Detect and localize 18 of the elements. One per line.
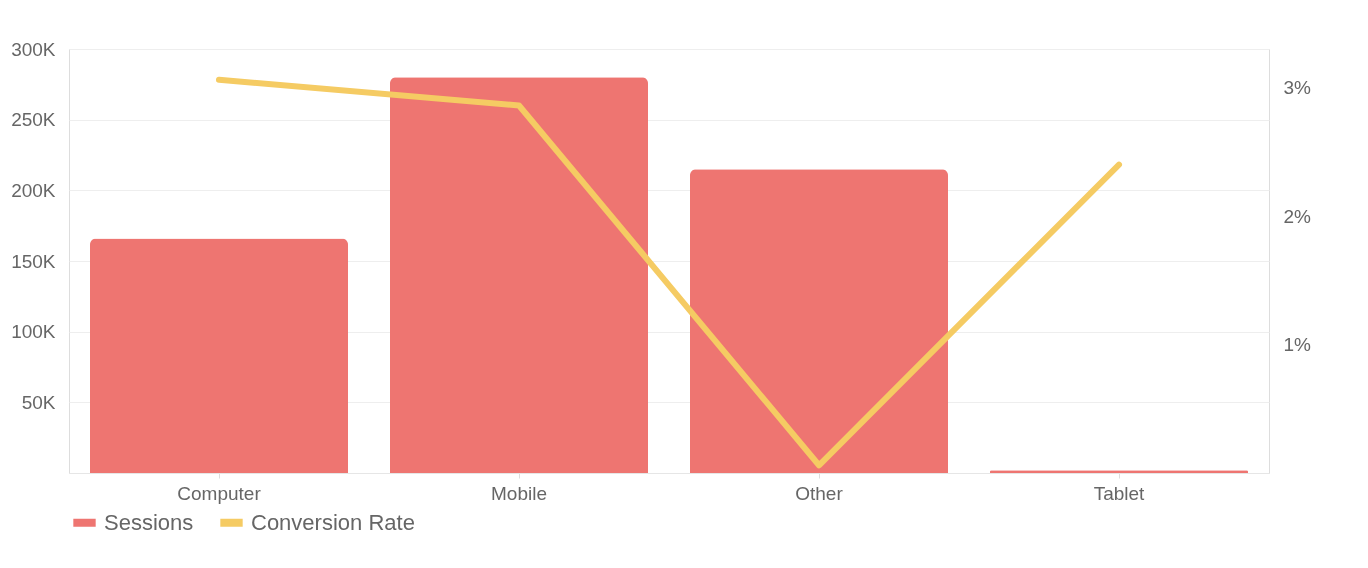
- y2-tick-label: 1%: [1283, 334, 1312, 356]
- y2-tick-label: 2%: [1283, 205, 1312, 227]
- y-tick-label: 100K: [11, 321, 56, 343]
- legend-label: Conversion Rate: [251, 509, 415, 535]
- legend-label: Sessions: [104, 509, 194, 535]
- x-tick-label: Computer: [177, 482, 262, 504]
- y-tick-label: 200K: [11, 179, 56, 201]
- y2-tick-label: 3%: [1283, 77, 1312, 99]
- x-tick-label: Tablet: [1093, 482, 1146, 504]
- x-tick-label: Other: [795, 482, 844, 504]
- y-tick-label: 250K: [11, 109, 56, 131]
- y-tick-label: 50K: [21, 391, 56, 413]
- y-tick-label: 150K: [11, 250, 56, 272]
- bar: [90, 238, 348, 473]
- y-tick-label: 300K: [11, 38, 56, 60]
- bar: [690, 169, 948, 473]
- bar: [390, 77, 648, 473]
- x-tick-label: Mobile: [491, 482, 547, 504]
